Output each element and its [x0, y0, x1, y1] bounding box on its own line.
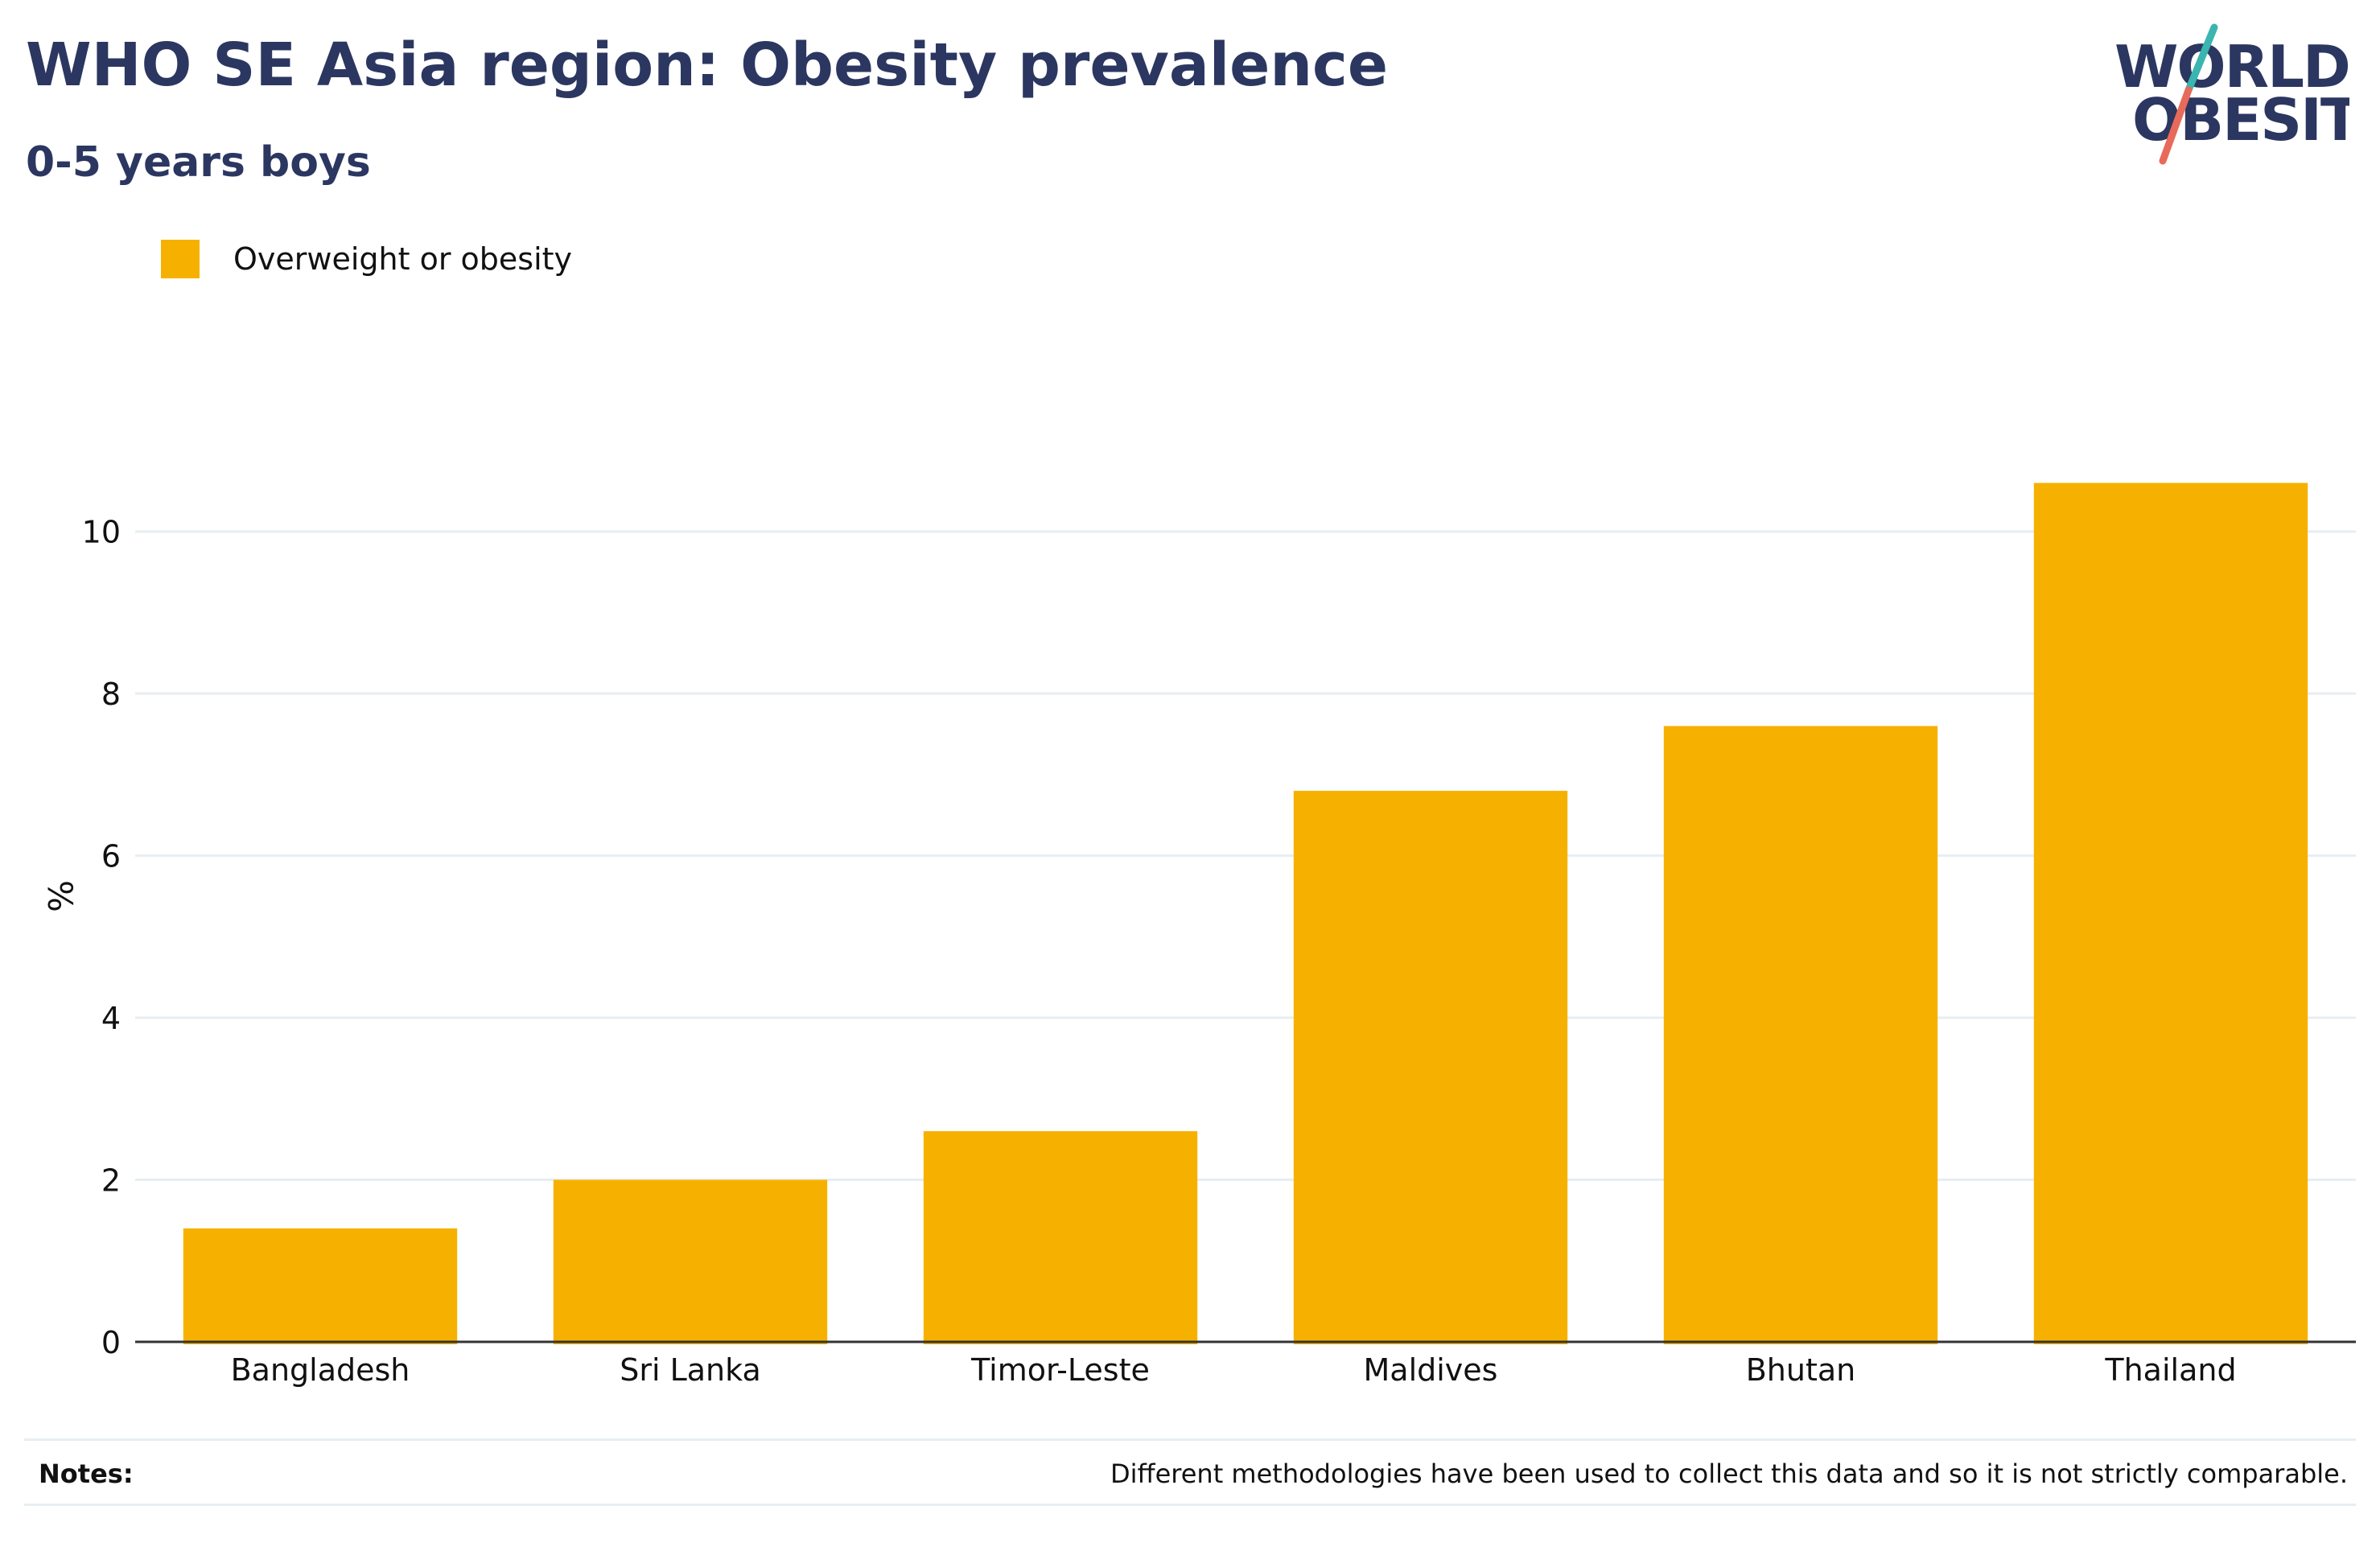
gridlines [135, 530, 2356, 1182]
y-tick-label: 2 [101, 1163, 121, 1199]
logo-slash-bottom [2159, 86, 2193, 165]
y-tick-label: 10 [82, 515, 121, 550]
y-tick-label: 6 [101, 839, 121, 874]
legend-label: Overweight or obesity [233, 241, 573, 277]
notes-label: Notes: [39, 1459, 134, 1489]
x-tick-label: Bangladesh [231, 1352, 410, 1388]
y-tick-label: 0 [101, 1325, 121, 1360]
bar [923, 1131, 1198, 1344]
logo-text-world: WORLD [2114, 33, 2349, 101]
bar [553, 1179, 828, 1344]
chart-title: WHO SE Asia region: Obesity prevalence [26, 31, 1389, 100]
x-tick-label: Maldives [1364, 1352, 1498, 1388]
x-tick-label: Sri Lanka [620, 1352, 761, 1388]
world-obesity-logo: WORLD OBESITY [2114, 23, 2349, 165]
logo-slash-top [2184, 23, 2218, 94]
legend: Overweight or obesity [161, 240, 572, 278]
bar [183, 1228, 458, 1344]
bar-chart: 0 2 4 6 8 10 Bangladesh Sri Lanka Timor-Leste Mal… [40, 483, 2356, 1388]
axes: 0 2 4 6 8 10 Bangladesh Sri Lanka Timor-Leste Mal… [82, 515, 2356, 1388]
bar [1293, 791, 1568, 1344]
x-tick-label: Timor-Leste [970, 1352, 1150, 1388]
y-tick-label: 8 [101, 677, 121, 712]
notes-bar: Notes: Different methodologies have been… [24, 1438, 2356, 1506]
legend-swatch [161, 240, 200, 278]
x-tick-label: Bhutan [1746, 1352, 1856, 1388]
x-tick-label: Thailand [2104, 1352, 2236, 1388]
bar [2033, 483, 2308, 1344]
chart-subtitle: 0-5 years boys [26, 138, 371, 187]
notes-text: Different methodologies have been used t… [1110, 1459, 2348, 1489]
y-tick-label: 4 [101, 1001, 121, 1036]
y-axis-title: % [40, 880, 80, 912]
bars [183, 483, 2308, 1344]
bar [1663, 726, 1938, 1344]
